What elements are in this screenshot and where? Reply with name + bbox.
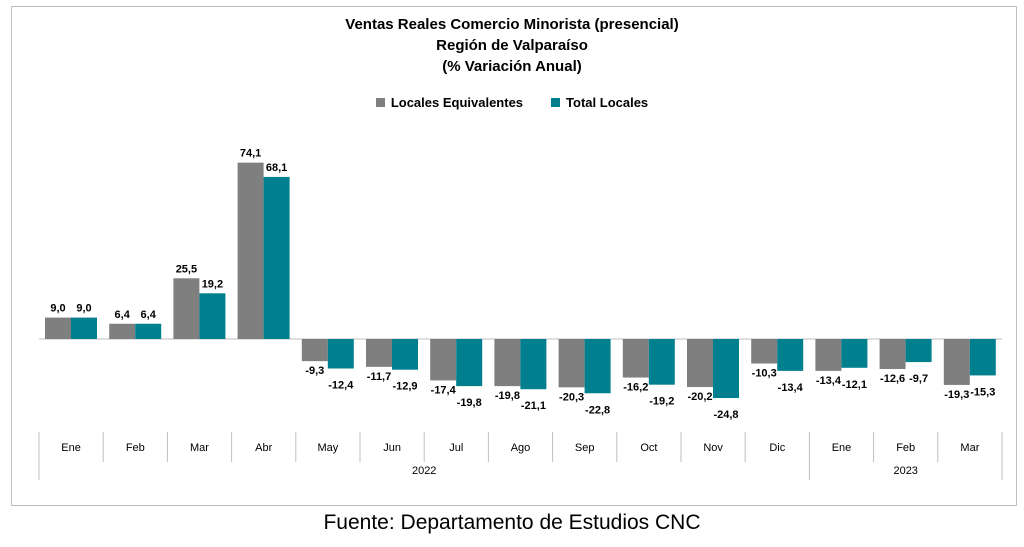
data-label-locales-equivalentes-6: -17,4 (431, 384, 457, 396)
source-footer: Fuente: Departamento de Estudios CNC (323, 511, 701, 534)
category-label-10: Nov (703, 442, 723, 454)
bar-locales-equivalentes-11 (751, 339, 778, 364)
legend-swatch-series-1 (375, 98, 385, 107)
legend-item-series-1: Locales Equivalentes (375, 95, 524, 110)
data-label-total-locales-14: -15,3 (970, 386, 995, 398)
category-label-6: Jul (449, 442, 463, 454)
data-label-total-locales-10: -24,8 (713, 409, 738, 421)
data-label-total-locales-2: 19,2 (202, 278, 223, 290)
data-label-locales-equivalentes-4: -9,3 (305, 365, 324, 377)
bar-total-locales-13 (905, 339, 932, 363)
bar-locales-equivalentes-2 (173, 278, 200, 339)
category-label-5: Jun (383, 442, 401, 454)
bar-locales-equivalentes-12 (815, 339, 842, 371)
bar-total-locales-3 (263, 176, 290, 339)
bar-locales-equivalentes-13 (879, 339, 906, 369)
data-label-locales-equivalentes-8: -20,3 (559, 391, 584, 403)
data-label-total-locales-12: -12,1 (842, 379, 867, 391)
data-label-total-locales-1: 6,4 (141, 309, 157, 321)
category-label-0: Ene (61, 442, 81, 454)
legend-label-series-2: Total Locales (566, 95, 649, 110)
chart-title-line-1: Ventas Reales Comercio Minorista (presen… (345, 16, 679, 33)
data-label-total-locales-4: -12,4 (328, 380, 354, 392)
category-label-4: May (318, 442, 339, 454)
group-label-2022: 2022 (412, 465, 436, 477)
bar-total-locales-9 (648, 339, 675, 385)
bar-total-locales-6 (456, 339, 483, 387)
data-label-locales-equivalentes-1: 6,4 (115, 309, 131, 321)
bar-total-locales-5 (392, 339, 418, 370)
legend: Locales Equivalentes Total Locales (0, 95, 1024, 110)
bar-total-locales-12 (841, 339, 868, 368)
category-label-8: Sep (575, 442, 595, 454)
data-label-locales-equivalentes-10: -20,2 (687, 391, 712, 403)
bar-locales-equivalentes-3 (237, 162, 264, 339)
data-label-total-locales-13: -9,7 (909, 373, 928, 385)
bar-total-locales-11 (777, 339, 804, 371)
category-label-13: Feb (896, 442, 915, 454)
bar-locales-equivalentes-5 (366, 339, 392, 367)
data-label-total-locales-5: -12,9 (392, 381, 417, 393)
data-label-total-locales-3: 68,1 (266, 162, 287, 174)
bar-total-locales-8 (584, 339, 611, 394)
data-label-locales-equivalentes-14: -19,3 (944, 389, 969, 401)
data-label-locales-equivalentes-11: -10,3 (752, 368, 777, 380)
bar-total-locales-2 (199, 293, 226, 339)
chart-title-line-3: (% Variación Anual) (442, 58, 582, 75)
category-label-2: Mar (190, 442, 209, 454)
chart-title-line-2: Región de Valparaíso (436, 37, 588, 54)
data-label-locales-equivalentes-13: -12,6 (880, 373, 905, 385)
data-label-total-locales-11: -13,4 (778, 382, 804, 394)
bar-total-locales-1 (135, 323, 162, 339)
legend-label-series-1: Locales Equivalentes (390, 95, 524, 110)
category-label-11: Dic (769, 442, 785, 454)
category-label-1: Feb (126, 442, 145, 454)
bar-locales-equivalentes-0 (45, 317, 71, 339)
legend-swatch-series-2 (551, 98, 561, 107)
bar-locales-equivalentes-6 (430, 339, 457, 381)
bar-total-locales-0 (71, 317, 97, 339)
category-label-12: Ene (832, 442, 852, 454)
bar-locales-equivalentes-10 (687, 339, 713, 388)
bar-total-locales-14 (969, 339, 996, 376)
category-label-9: Oct (640, 442, 657, 454)
bar-total-locales-7 (520, 339, 547, 390)
category-label-3: Abr (255, 442, 272, 454)
bar-locales-equivalentes-7 (494, 339, 521, 387)
data-label-locales-equivalentes-3: 74,1 (240, 148, 261, 160)
bar-total-locales-4 (327, 339, 354, 369)
data-label-total-locales-0: 9,0 (76, 303, 91, 315)
bar-locales-equivalentes-14 (943, 339, 970, 385)
data-label-total-locales-6: -19,8 (457, 397, 482, 409)
chart-frame (11, 6, 1017, 506)
data-label-locales-equivalentes-0: 9,0 (50, 303, 65, 315)
bar-locales-equivalentes-8 (558, 339, 585, 388)
data-label-total-locales-7: -21,1 (521, 400, 546, 412)
bar-locales-equivalentes-9 (622, 339, 649, 378)
bar-total-locales-10 (713, 339, 739, 399)
data-label-total-locales-9: -19,2 (649, 396, 674, 408)
data-label-locales-equivalentes-5: -11,7 (367, 371, 391, 383)
bar-locales-equivalentes-1 (109, 323, 136, 339)
group-label-2023: 2023 (893, 465, 917, 477)
data-label-locales-equivalentes-12: -13,4 (816, 375, 842, 387)
data-label-locales-equivalentes-9: -16,2 (623, 382, 648, 394)
category-label-14: Mar (960, 442, 979, 454)
data-label-locales-equivalentes-7: -19,8 (495, 390, 520, 402)
bar-locales-equivalentes-4 (301, 339, 328, 362)
legend-item-series-2: Total Locales (551, 95, 648, 110)
category-label-7: Ago (511, 442, 531, 454)
data-label-locales-equivalentes-2: 25,5 (176, 263, 197, 275)
data-label-total-locales-8: -22,8 (585, 404, 610, 416)
